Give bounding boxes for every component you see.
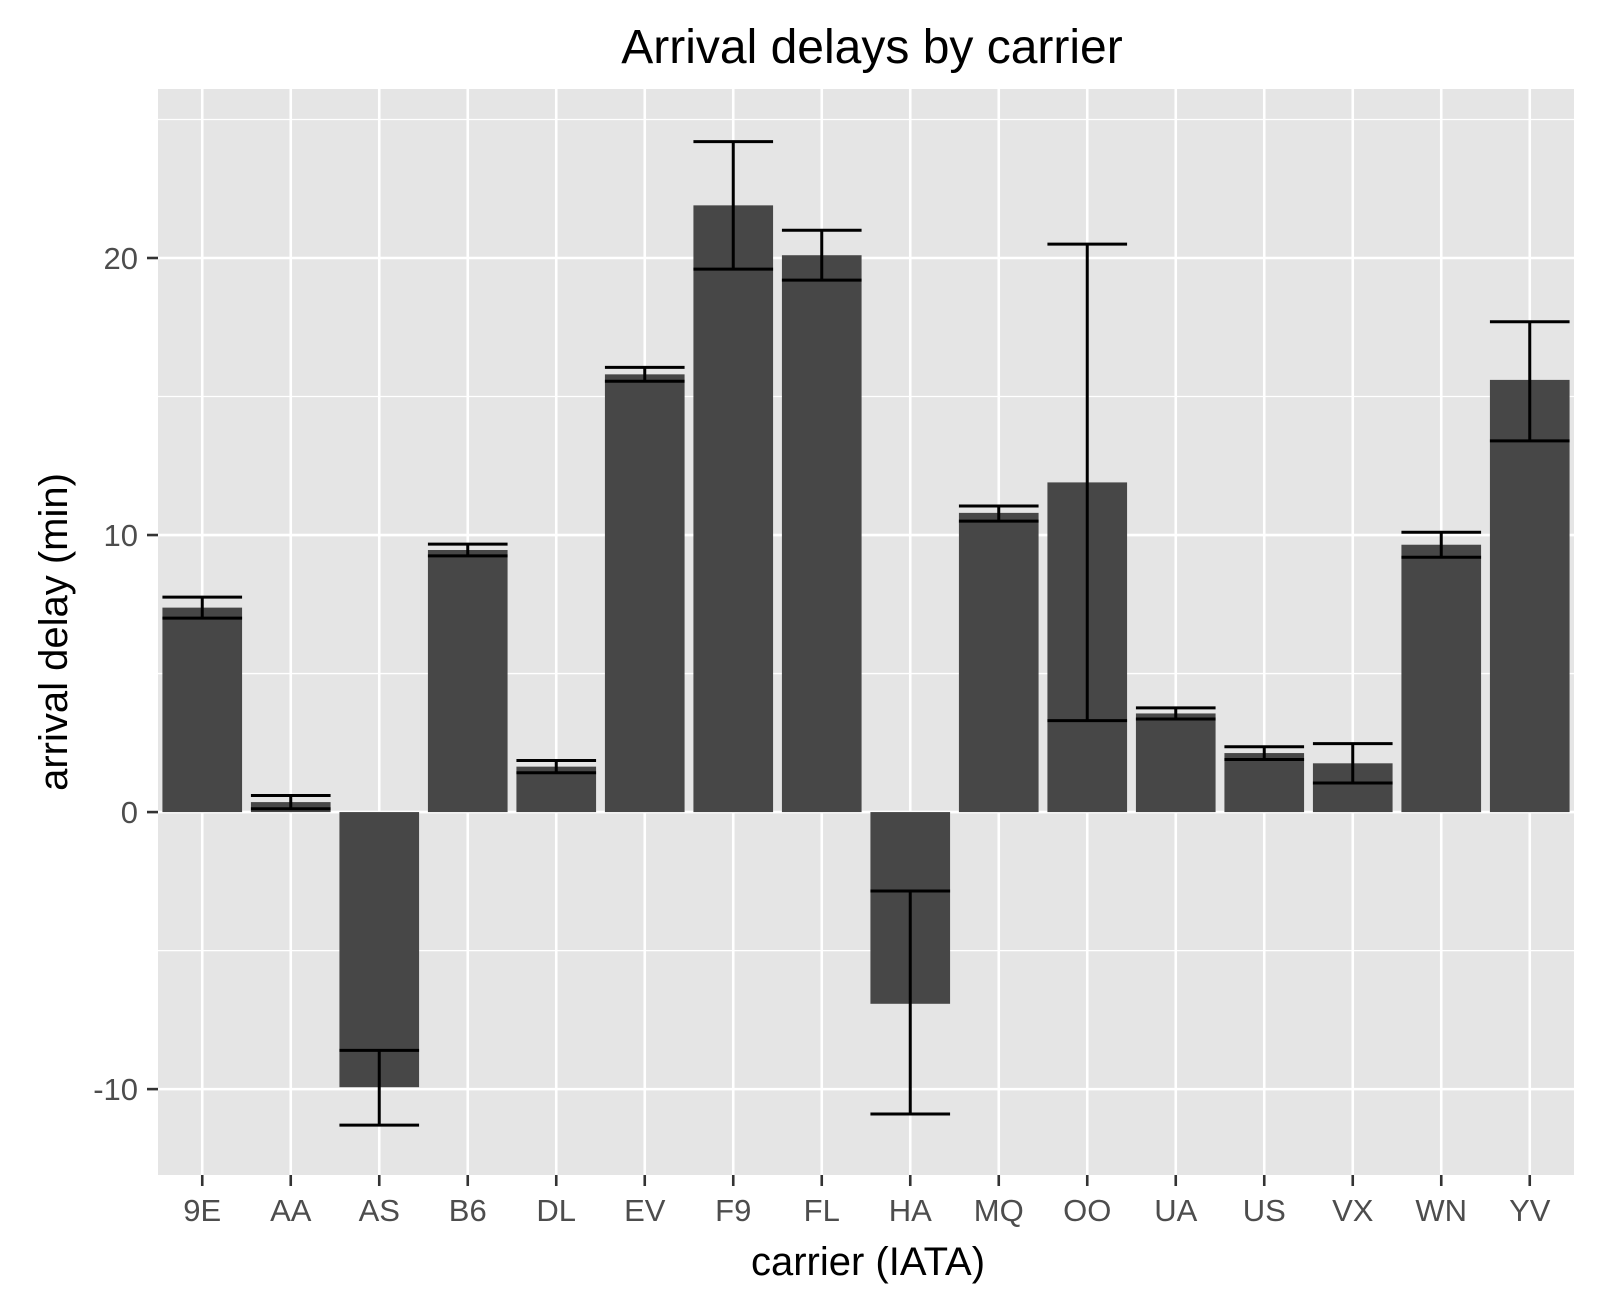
x-tick-label: AS (359, 1193, 400, 1228)
bar-US (1224, 753, 1305, 813)
chart-title: Arrival delays by carrier (621, 21, 1122, 74)
x-tick-label: B6 (449, 1193, 487, 1228)
x-tick-label: US (1243, 1193, 1286, 1228)
bar-AS (339, 812, 420, 1088)
bar-UA (1135, 713, 1216, 813)
y-axis-title: arrival delay (min) (32, 473, 76, 791)
bar-MQ (958, 512, 1039, 813)
bar-FL (781, 255, 862, 813)
errorbar-US (1224, 745, 1305, 761)
x-tick-label: EV (624, 1193, 666, 1228)
y-tick-label: 0 (121, 795, 138, 830)
errorbar-DL (516, 759, 597, 775)
x-axis-title: carrier (IATA) (751, 1240, 985, 1284)
errorbar-OO (1047, 242, 1128, 723)
x-tick-label: HA (889, 1193, 932, 1228)
x-tick-label: UA (1154, 1193, 1197, 1228)
bar-YV (1489, 379, 1570, 813)
bars (162, 205, 1570, 1088)
errorbar-WN (1401, 530, 1482, 559)
errorbar-9E (162, 595, 243, 620)
bar-WN (1401, 544, 1482, 813)
y-tick-label: 10 (104, 518, 138, 553)
errorbar-FL (781, 228, 862, 282)
errorbar-MQ (958, 504, 1039, 523)
errorbar-F9 (693, 140, 774, 271)
error-bars (162, 140, 1570, 1127)
x-tick-label: F9 (715, 1193, 751, 1228)
x-tick-label: WN (1415, 1193, 1467, 1228)
x-tick-label: YV (1509, 1193, 1551, 1228)
x-tick-label: DL (536, 1193, 576, 1228)
bar-9E (162, 607, 243, 813)
x-tick-label: MQ (974, 1193, 1024, 1228)
x-tick-label: VX (1332, 1193, 1374, 1228)
errorbar-EV (604, 365, 685, 383)
y-tick-label: 20 (104, 241, 138, 276)
y-tick-label: -10 (93, 1072, 138, 1107)
x-axis: 9E AA AS B6 DL EV F9 FL HA MQ OO UA US VX WN YV (183, 1175, 1551, 1228)
errorbar-AA (250, 793, 331, 811)
x-tick-label: AA (270, 1193, 312, 1228)
errorbar-AS (339, 1048, 420, 1127)
bar-F9 (693, 205, 774, 813)
errorbar-VX (1312, 742, 1393, 785)
bar-B6 (427, 549, 508, 813)
bar-EV (604, 374, 685, 813)
errorbar-B6 (427, 542, 508, 558)
x-tick-label: OO (1063, 1193, 1111, 1228)
errorbar-UA (1135, 706, 1216, 721)
x-tick-label: FL (804, 1193, 840, 1228)
x-tick-label: 9E (183, 1193, 221, 1228)
errorbar-YV (1489, 320, 1570, 443)
errorbar-HA (870, 889, 951, 1116)
y-axis: -10 0 10 20 (93, 241, 158, 1107)
